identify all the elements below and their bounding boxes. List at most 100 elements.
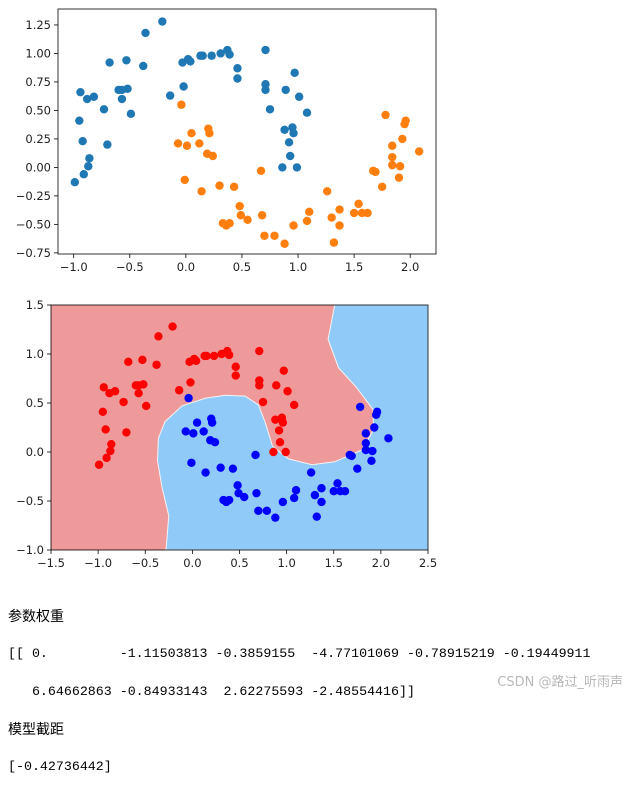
data-point	[98, 407, 108, 417]
data-point	[122, 428, 131, 437]
data-point	[182, 141, 192, 150]
y-tick-label: 0.00	[25, 160, 51, 174]
data-point	[186, 57, 195, 66]
data-point	[261, 85, 270, 95]
data-point	[75, 116, 84, 125]
intercept-value: [-0.42736442]	[8, 759, 112, 775]
y-tick-label: 1.00	[25, 46, 51, 60]
data-point	[401, 116, 410, 125]
data-point	[119, 397, 128, 407]
data-point	[199, 427, 208, 436]
data-point	[243, 215, 252, 225]
data-point	[192, 418, 202, 427]
data-point	[347, 451, 356, 461]
data-point	[327, 213, 336, 222]
scatter-chart-moons: −1.0 −0.5 0.0 0.5 1.0 1.5 2.0 1.25 1.00 0.75 0.50…	[16, 8, 437, 274]
data-point	[233, 481, 242, 490]
data-point	[78, 136, 87, 146]
data-point	[258, 397, 268, 407]
data-point	[233, 74, 242, 83]
data-point	[272, 381, 281, 390]
data-point	[177, 100, 186, 109]
data-point	[208, 151, 217, 161]
data-point	[305, 207, 314, 217]
x-tick-label: 0.0	[177, 260, 195, 274]
data-point	[279, 366, 288, 375]
data-point	[294, 92, 304, 101]
data-point	[275, 438, 285, 447]
data-point	[388, 141, 397, 150]
data-point	[381, 110, 390, 120]
data-point	[291, 486, 301, 495]
weights-line-1: [[ 0. -1.11503813 -0.3859155 -4.77101069…	[8, 646, 591, 662]
data-point	[198, 51, 207, 60]
data-point	[224, 350, 234, 360]
data-point	[141, 401, 151, 411]
data-point	[117, 85, 127, 95]
data-point	[235, 201, 244, 211]
data-point	[122, 56, 131, 65]
plot-area-bottom	[51, 304, 429, 551]
data-point	[85, 154, 94, 163]
data-point	[289, 493, 299, 503]
data-point	[210, 438, 220, 447]
data-point	[290, 68, 299, 78]
data-point	[231, 362, 240, 371]
data-point	[349, 208, 359, 218]
data-point	[354, 199, 363, 209]
data-point	[274, 426, 284, 435]
data-point	[202, 351, 211, 361]
data-point	[255, 346, 264, 356]
data-point	[361, 445, 370, 455]
data-point	[302, 108, 312, 117]
data-point	[106, 446, 115, 456]
data-point	[228, 464, 238, 473]
y-tick-label: 1.0	[26, 347, 44, 361]
data-point	[265, 105, 275, 114]
data-point	[361, 438, 370, 448]
data-point	[280, 125, 289, 134]
y-tick-label: 0.50	[25, 103, 51, 117]
data-point	[388, 160, 397, 170]
x-axis-top: −1.0 −0.5 0.0 0.5 1.0 1.5 2.0	[60, 254, 419, 274]
data-point	[158, 17, 167, 26]
data-point	[103, 140, 112, 149]
data-point	[322, 187, 332, 196]
data-point	[278, 163, 287, 172]
data-point	[215, 181, 224, 190]
y-tick-label: 0.25	[25, 132, 51, 146]
x-tick-label: −1.0	[84, 556, 112, 570]
data-point	[141, 28, 150, 38]
data-point	[216, 463, 225, 472]
data-point	[353, 464, 362, 473]
data-point	[372, 407, 382, 417]
data-point	[197, 187, 206, 196]
data-point	[271, 513, 280, 522]
data-point	[361, 429, 370, 438]
x-tick-label: 0.5	[230, 556, 248, 570]
y-tick-label: 1.25	[25, 18, 51, 32]
data-point	[398, 134, 407, 144]
data-point	[317, 484, 326, 493]
x-tick-label: 2.0	[372, 556, 390, 570]
data-point	[139, 61, 148, 71]
data-point	[82, 94, 92, 104]
data-point	[289, 221, 298, 230]
data-point	[174, 386, 184, 395]
data-point	[205, 129, 214, 138]
data-point	[278, 418, 288, 427]
data-point	[105, 58, 114, 67]
data-point	[180, 175, 189, 185]
data-point	[306, 468, 316, 477]
data-point	[281, 447, 290, 457]
decision-boundary-chart: −1.5 −1.0 −0.5 0.0 0.5 1.0 1.5 2.0 2.5 1.51.00.5…	[16, 298, 437, 570]
x-tick-label: 1.0	[277, 556, 295, 570]
data-point	[184, 393, 193, 403]
data-point	[302, 216, 312, 226]
data-point	[134, 389, 143, 398]
data-point	[240, 492, 249, 502]
data-point	[76, 87, 85, 97]
data-point	[395, 162, 405, 171]
x-tick-label: 1.5	[345, 260, 363, 274]
data-point	[124, 357, 133, 367]
